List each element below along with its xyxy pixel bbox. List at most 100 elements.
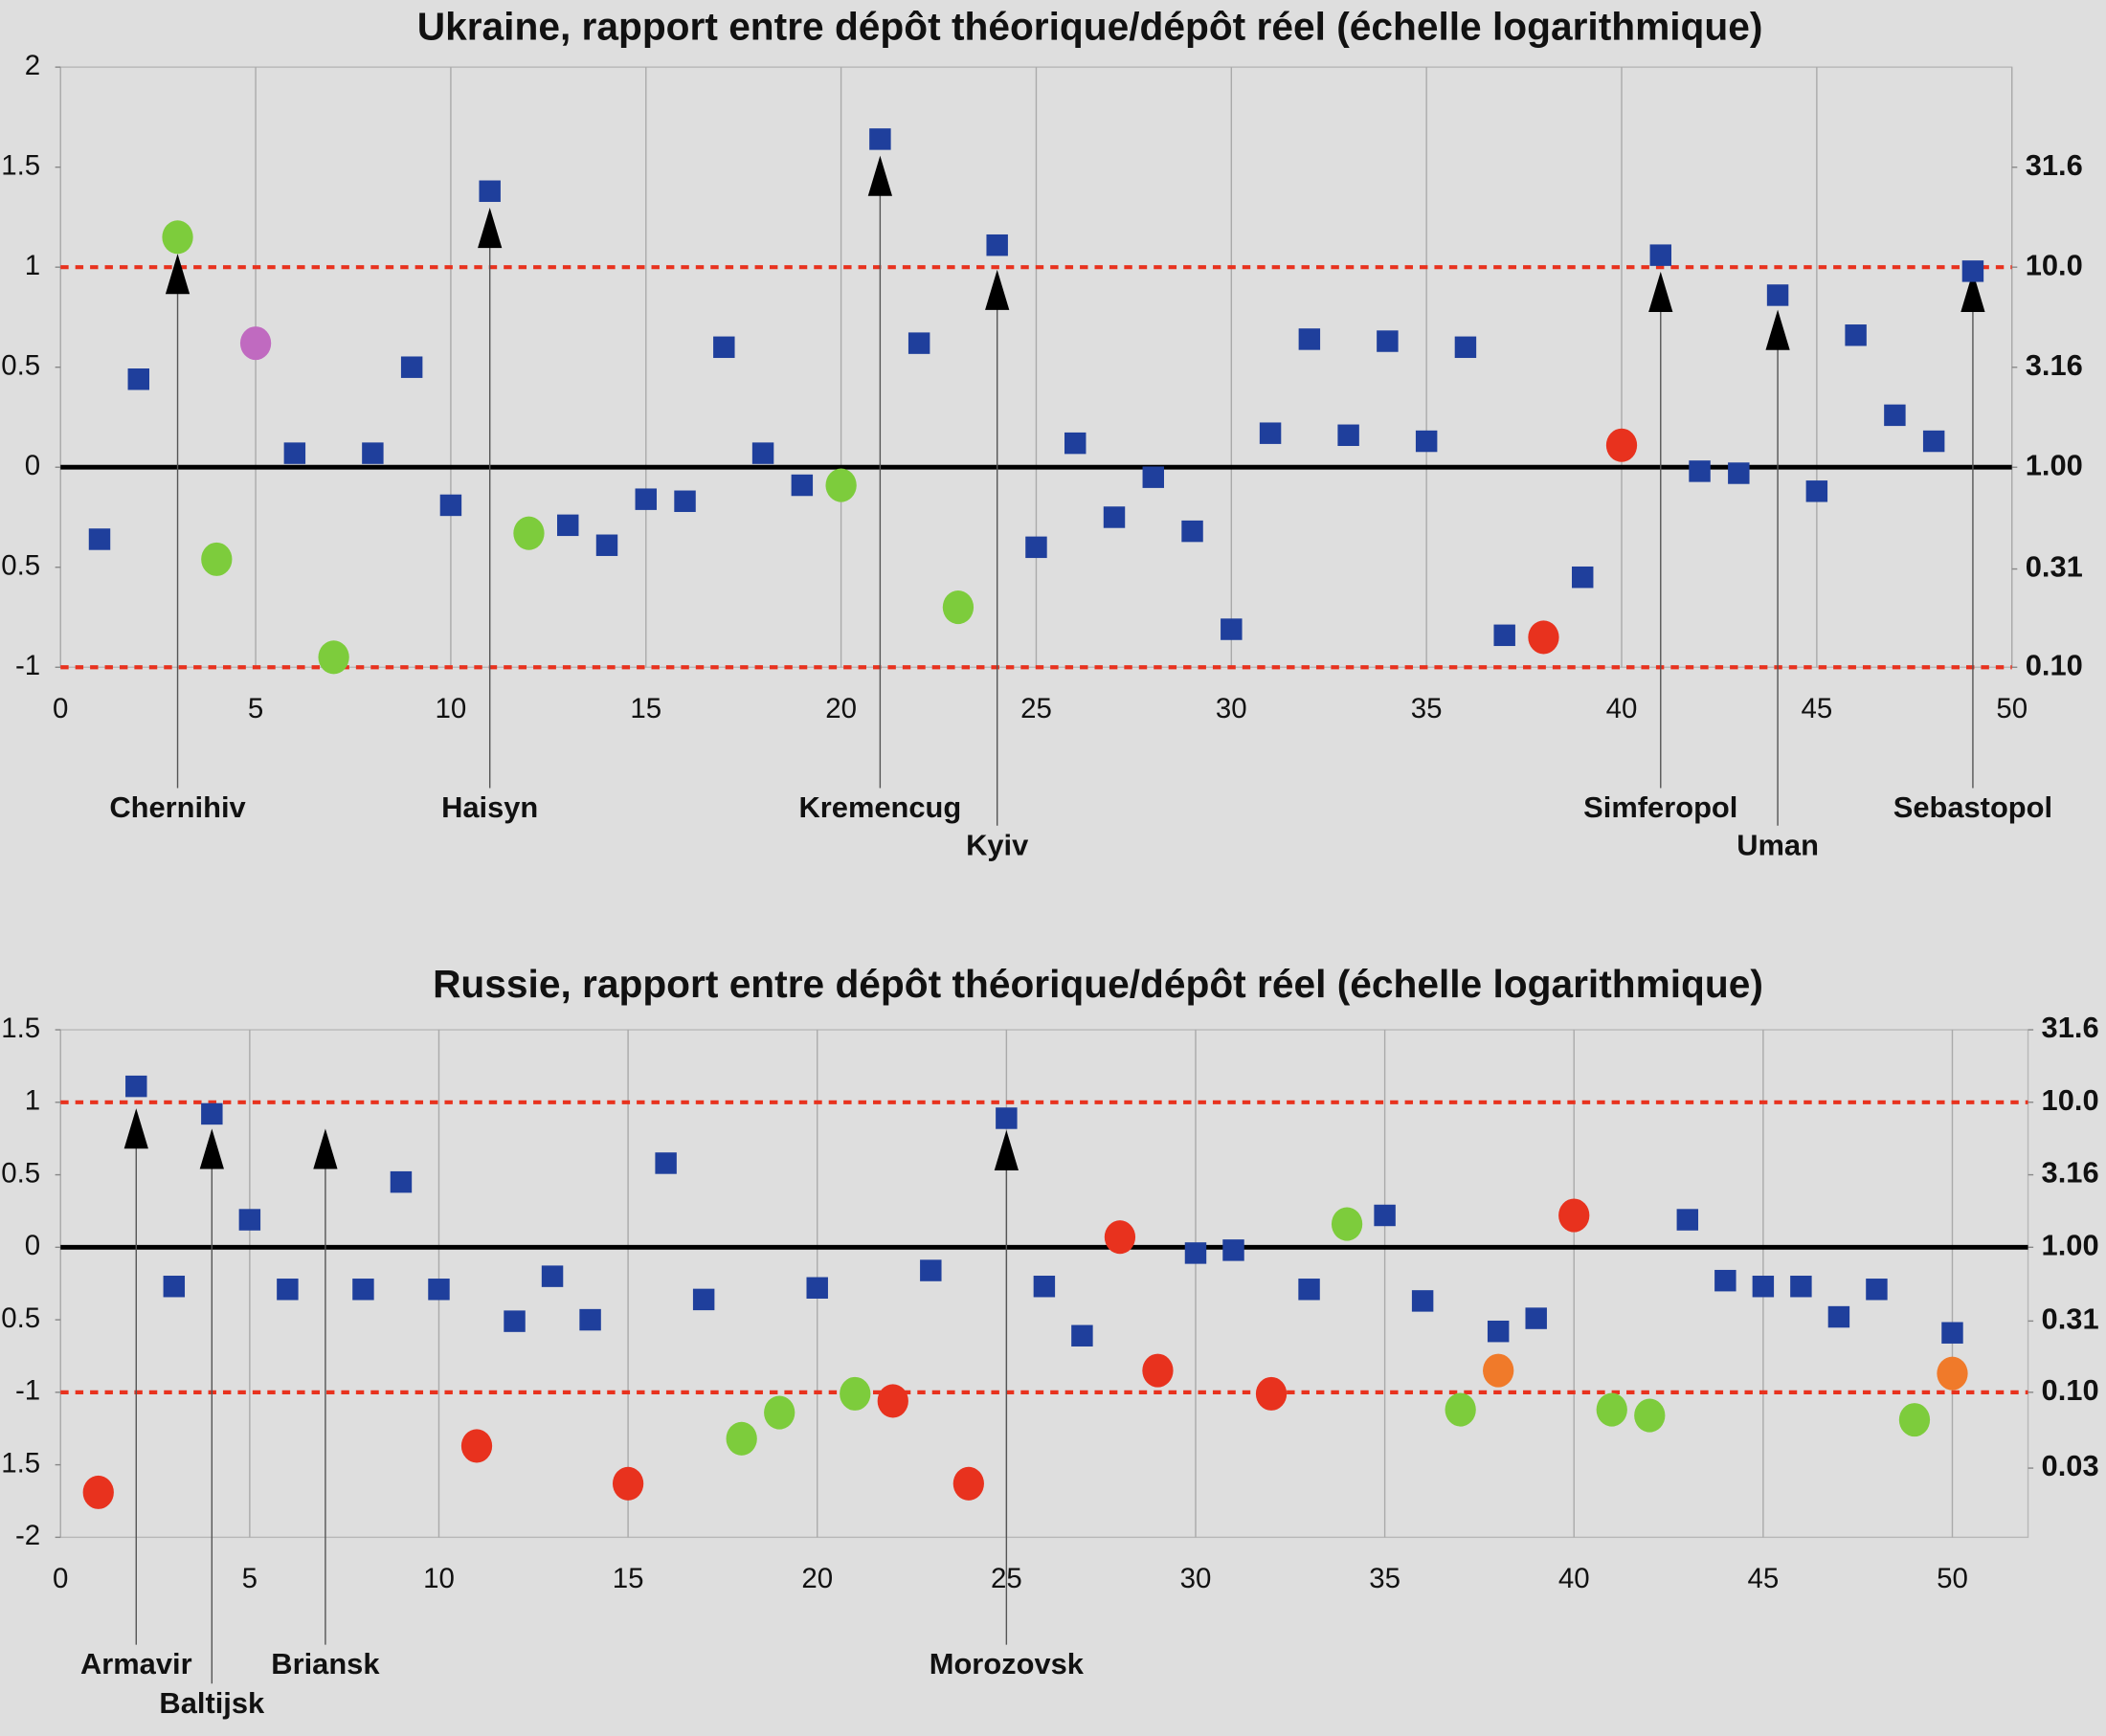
annotation-label: Armavir xyxy=(80,1647,192,1680)
x-tick-label: 0 xyxy=(53,693,68,724)
y-tick-label: -0.5 xyxy=(0,1302,40,1334)
square-point xyxy=(557,514,579,537)
annotation-label: Simferopol xyxy=(1583,790,1737,824)
x-tick-label: 40 xyxy=(1606,693,1638,724)
square-point xyxy=(1487,1320,1510,1343)
x-tick-label: 50 xyxy=(1996,693,2028,724)
y2-tick-label: 31.6 xyxy=(2042,1011,2099,1044)
circle-point xyxy=(726,1421,757,1456)
square-point xyxy=(1766,284,1789,306)
square-point xyxy=(1411,1290,1434,1312)
y-tick-label: 0.5 xyxy=(1,349,40,381)
square-point xyxy=(1714,1269,1736,1292)
y-tick-label: 0 xyxy=(25,450,40,481)
square-point xyxy=(1941,1322,1963,1344)
square-point xyxy=(352,1279,374,1301)
annotation-label: Sebastopol xyxy=(1893,790,2052,824)
x-tick-label: 35 xyxy=(1411,693,1443,724)
y2-tick-label: 0.31 xyxy=(2042,1302,2099,1336)
y-tick-label: 0.5 xyxy=(1,1157,40,1189)
annotation-label: Uman xyxy=(1736,828,1819,861)
square-point xyxy=(1337,424,1359,447)
x-tick-label: 50 xyxy=(1937,1563,1968,1594)
square-point xyxy=(1676,1209,1699,1231)
square-point xyxy=(127,368,149,390)
arrow-marker xyxy=(123,1108,148,1149)
y2-tick-label: 1.00 xyxy=(2042,1228,2099,1261)
square-point xyxy=(1649,244,1671,266)
x-tick-label: 30 xyxy=(1180,1563,1212,1594)
square-point xyxy=(869,128,891,150)
y2-tick-label: 3.16 xyxy=(2026,348,2083,382)
x-tick-label: 0 xyxy=(53,1563,68,1594)
arrow-marker xyxy=(313,1128,338,1169)
x-tick-label: 35 xyxy=(1369,1563,1400,1594)
circle-point xyxy=(1634,1398,1666,1433)
square-point xyxy=(1181,520,1203,543)
square-point xyxy=(1454,336,1477,359)
arrow-marker xyxy=(994,1129,1019,1170)
square-point xyxy=(1221,618,1243,640)
annotation-label: Haisyn xyxy=(441,790,538,824)
x-tick-label: 25 xyxy=(1020,693,1052,724)
square-point xyxy=(1752,1276,1775,1298)
circle-point xyxy=(877,1384,908,1418)
square-point xyxy=(1184,1242,1207,1264)
arrow-marker xyxy=(1765,309,1790,350)
annotation-label: Morozovsk xyxy=(930,1647,1085,1680)
y2-tick-label: 1.00 xyxy=(2026,448,2083,481)
square-point xyxy=(1259,422,1282,444)
square-point xyxy=(1298,328,1321,350)
y-tick-label: 1 xyxy=(25,250,40,281)
circle-point xyxy=(1331,1207,1363,1241)
square-point xyxy=(541,1265,564,1287)
circle-point xyxy=(1898,1403,1931,1437)
circle-point xyxy=(1528,620,1559,655)
annotation-label: Chernihiv xyxy=(109,790,246,824)
square-point xyxy=(806,1277,828,1299)
arrow-marker xyxy=(1648,271,1673,313)
square-point xyxy=(479,180,501,202)
square-point xyxy=(579,1308,601,1331)
x-tick-label: 30 xyxy=(1216,693,1247,724)
square-point xyxy=(692,1288,715,1311)
circle-point xyxy=(840,1376,871,1411)
square-point xyxy=(595,534,618,556)
y-tick-label: -1 xyxy=(15,1375,40,1407)
square-point xyxy=(283,442,306,464)
circle-point xyxy=(952,1466,984,1501)
y2-tick-label: 31.6 xyxy=(2026,148,2083,182)
y2-tick-label: 0.31 xyxy=(2026,550,2083,584)
square-point xyxy=(163,1276,186,1298)
y-tick-label: 2 xyxy=(25,50,40,81)
x-tick-label: 10 xyxy=(423,1563,455,1594)
arrow-marker xyxy=(199,1128,224,1169)
square-point xyxy=(1805,480,1828,502)
square-point xyxy=(713,336,735,359)
square-point xyxy=(751,442,774,464)
square-point xyxy=(390,1170,413,1193)
circle-point xyxy=(460,1429,493,1463)
y-tick-label: -2 xyxy=(15,1520,40,1551)
circle-point xyxy=(612,1466,644,1501)
arrow-marker xyxy=(867,155,893,196)
circle-point xyxy=(942,590,975,625)
y-tick-label: -1 xyxy=(15,650,40,681)
annotation-label: Briansk xyxy=(271,1647,380,1680)
circle-point xyxy=(1558,1198,1590,1233)
square-point xyxy=(907,332,930,354)
x-tick-label: 20 xyxy=(801,1563,833,1594)
arrow-marker xyxy=(478,208,503,249)
square-point xyxy=(1222,1239,1244,1261)
square-point xyxy=(88,528,111,550)
square-point xyxy=(439,494,462,517)
circle-point xyxy=(1483,1353,1514,1388)
circle-point xyxy=(82,1475,114,1509)
x-tick-label: 20 xyxy=(825,693,857,724)
annotation-label: Kyiv xyxy=(966,828,1029,861)
circle-point xyxy=(1142,1353,1174,1388)
circle-point xyxy=(201,542,233,576)
square-point xyxy=(1922,430,1945,453)
